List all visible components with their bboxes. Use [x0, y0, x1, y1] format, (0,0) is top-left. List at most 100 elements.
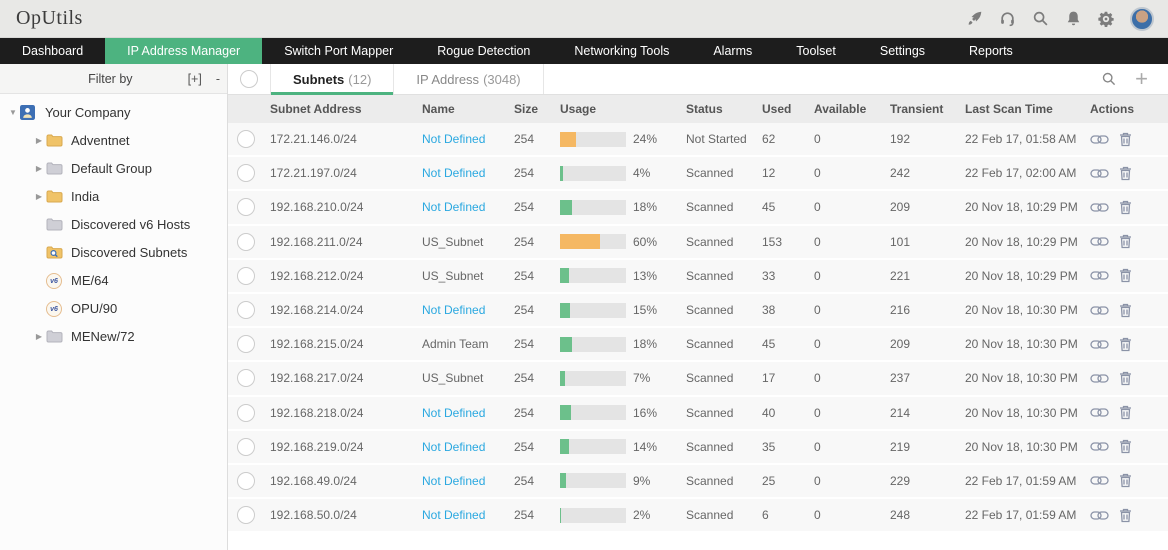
row-select-radio[interactable] — [237, 369, 255, 388]
subnet-name-cell: Not Defined — [422, 474, 514, 488]
delete-icon[interactable] — [1119, 132, 1132, 147]
subnet-name-link[interactable]: Not Defined — [422, 132, 486, 147]
delete-icon[interactable] — [1119, 508, 1132, 523]
caret-right-icon[interactable]: ▶ — [35, 163, 43, 173]
delete-icon[interactable] — [1119, 200, 1132, 215]
nav-tab-alarms[interactable]: Alarms — [713, 44, 753, 58]
row-select-radio[interactable] — [237, 403, 255, 422]
subnet-name-link[interactable]: Not Defined — [422, 473, 486, 488]
nav-tab-rogue-detection[interactable]: Rogue Detection — [437, 44, 531, 58]
rocket-icon[interactable] — [965, 10, 983, 28]
column-header-used[interactable]: Used — [762, 102, 792, 116]
tree-node-adventnet[interactable]: ▶ Adventnet — [0, 126, 227, 154]
tree-node-menew-72[interactable]: ▶ MENew/72 — [0, 322, 227, 350]
gear-icon[interactable] — [1097, 10, 1115, 28]
link-icon[interactable] — [1090, 200, 1109, 215]
tree-node-your-company[interactable]: ▼ Your Company — [0, 98, 227, 126]
link-icon[interactable] — [1090, 337, 1109, 352]
collapse-button[interactable]: - — [215, 71, 220, 86]
row-select-radio[interactable] — [237, 301, 255, 320]
nav-tab-toolset[interactable]: Toolset — [796, 44, 836, 58]
row-select-radio[interactable] — [237, 164, 255, 183]
link-icon[interactable] — [1090, 234, 1109, 249]
link-icon[interactable] — [1090, 508, 1109, 523]
expand-all-button[interactable]: [+] — [187, 71, 202, 86]
column-header-usage[interactable]: Usage — [560, 102, 597, 116]
column-header-name[interactable]: Name — [422, 102, 455, 116]
tab-ip-address[interactable]: IP Address (3048) — [394, 64, 544, 94]
nav-tab-switch-port-mapper[interactable]: Switch Port Mapper — [284, 44, 394, 58]
user-avatar[interactable] — [1130, 6, 1154, 31]
delete-icon[interactable] — [1119, 303, 1132, 318]
actions-cell — [1090, 405, 1168, 420]
table-search-icon[interactable] — [1101, 71, 1117, 87]
caret-right-icon[interactable]: ▶ — [35, 135, 43, 145]
subnet-name-link[interactable]: Not Defined — [422, 200, 486, 215]
nav-tab-ip-address-manager[interactable]: IP Address Manager — [105, 38, 263, 64]
caret-right-icon[interactable]: ▶ — [35, 331, 43, 341]
subnet-name-link[interactable]: Not Defined — [422, 508, 486, 523]
tab-subnets[interactable]: Subnets (12) — [270, 64, 395, 95]
row-select-radio[interactable] — [237, 130, 255, 149]
link-icon[interactable] — [1090, 439, 1109, 454]
link-icon[interactable] — [1090, 303, 1109, 318]
bell-icon[interactable] — [1064, 10, 1082, 28]
nav-tab-settings[interactable]: Settings — [879, 44, 926, 58]
caret-down-icon[interactable]: ▼ — [9, 107, 17, 117]
tree-node-default-group[interactable]: ▶ Default Group — [0, 154, 227, 182]
size-cell: 254 — [514, 166, 535, 181]
nav-tab-networking-tools[interactable]: Networking Tools — [574, 44, 670, 58]
column-header-size[interactable]: Size — [514, 102, 539, 116]
add-subnet-icon[interactable]: + — [1135, 66, 1148, 91]
row-select-radio[interactable] — [237, 471, 255, 490]
size-cell: 254 — [514, 439, 535, 454]
subnet-name-link[interactable]: Not Defined — [422, 303, 486, 318]
row-select-radio[interactable] — [237, 232, 255, 251]
row-select-radio[interactable] — [237, 266, 255, 285]
row-select-radio[interactable] — [237, 437, 255, 456]
delete-icon[interactable] — [1119, 371, 1132, 386]
link-icon[interactable] — [1090, 166, 1109, 181]
delete-icon[interactable] — [1119, 234, 1132, 249]
row-select-radio[interactable] — [237, 506, 255, 525]
column-header-actions[interactable]: Actions — [1090, 102, 1135, 116]
link-icon[interactable] — [1090, 371, 1109, 386]
tree-node-discovered-subnets[interactable]: Discovered Subnets — [0, 238, 227, 266]
select-all-radio[interactable] — [240, 70, 258, 88]
subnet-name-link[interactable]: Not Defined — [422, 439, 486, 454]
tree-node-opu-90[interactable]: v6 OPU/90 — [0, 294, 227, 322]
column-header-available[interactable]: Available — [814, 102, 867, 116]
delete-icon[interactable] — [1119, 268, 1132, 283]
tree-node-label: Your Company — [45, 104, 131, 120]
nav-tab-reports[interactable]: Reports — [969, 44, 1013, 58]
caret-right-icon[interactable]: ▶ — [35, 191, 43, 201]
delete-icon[interactable] — [1119, 337, 1132, 352]
row-select-radio[interactable] — [237, 198, 255, 217]
link-icon[interactable] — [1090, 405, 1109, 420]
tree-node-india[interactable]: ▶ India — [0, 182, 227, 210]
column-header-status[interactable]: Status — [686, 102, 723, 116]
row-select-radio[interactable] — [237, 335, 255, 354]
link-icon[interactable] — [1090, 473, 1109, 488]
last-scan-cell: 20 Nov 18, 10:29 PM — [965, 234, 1078, 249]
search-icon[interactable] — [1031, 10, 1049, 28]
available-cell: 0 — [814, 371, 821, 386]
status-cell: Scanned — [686, 200, 734, 215]
column-header-transient[interactable]: Transient — [890, 102, 944, 116]
subnet-name-link[interactable]: Not Defined — [422, 166, 486, 181]
column-header-subnet-address[interactable]: Subnet Address — [270, 102, 362, 116]
subnet-name-link[interactable]: Not Defined — [422, 405, 486, 420]
usage-percent: 9% — [633, 473, 651, 488]
delete-icon[interactable] — [1119, 439, 1132, 454]
tree-node-me-64[interactable]: v6 ME/64 — [0, 266, 227, 294]
link-icon[interactable] — [1090, 268, 1109, 283]
delete-icon[interactable] — [1119, 405, 1132, 420]
tree-node-discovered-v6-hosts[interactable]: Discovered v6 Hosts — [0, 210, 227, 238]
link-icon[interactable] — [1090, 132, 1109, 147]
headset-icon[interactable] — [998, 10, 1016, 28]
delete-icon[interactable] — [1119, 166, 1132, 181]
delete-icon[interactable] — [1119, 473, 1132, 488]
column-header-last-scan-time[interactable]: Last Scan Time — [965, 102, 1053, 116]
nav-tab-dashboard[interactable]: Dashboard — [22, 44, 84, 58]
subnet-name: US_Subnet — [422, 234, 484, 249]
